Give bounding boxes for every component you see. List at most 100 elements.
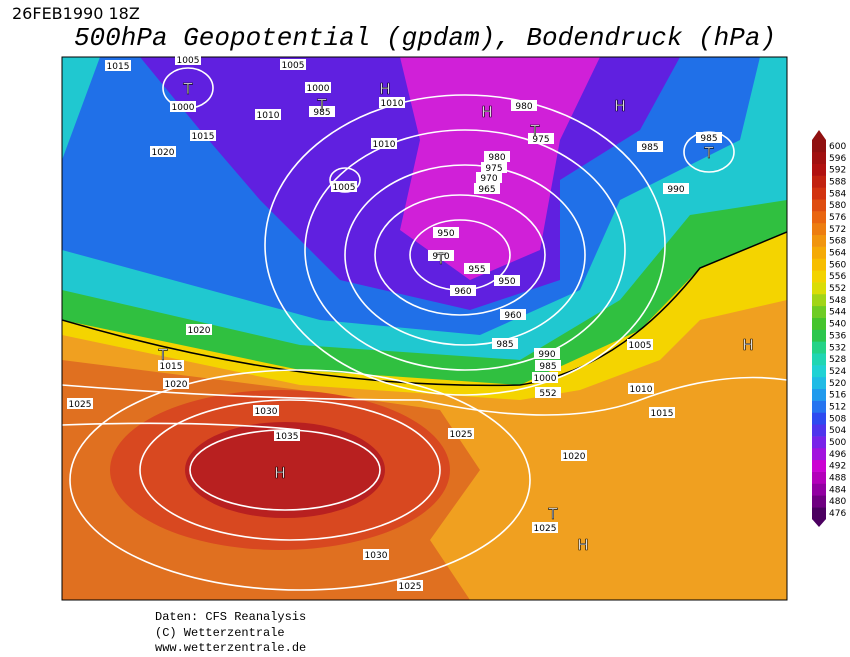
pressure-label: 1020 [165,380,188,390]
legend-swatch [812,329,826,342]
legend-label: 516 [829,391,846,401]
pressure-label: 1000 [534,374,557,384]
label-box [428,250,454,261]
pressure-label: 1035 [276,432,299,442]
pressure-center: H [481,103,492,121]
legend-swatch [812,507,826,520]
pressure-label: 975 [532,135,549,145]
pressure-label: 1005 [282,61,305,71]
legend-swatch [812,305,826,318]
legend-label: 544 [829,308,846,318]
label-box [464,263,490,274]
label-box [532,522,558,533]
legend-swatch [812,222,826,236]
legend-label: 532 [829,343,846,353]
label-box [105,60,131,71]
legend-label: 504 [829,426,846,436]
pressure-label: 950 [437,229,454,239]
pressure-label: 955 [468,265,485,275]
legend-label: 540 [829,320,846,330]
legend-label: 588 [829,177,846,187]
footer-line: (C) Wetterzentrale [155,626,285,640]
legend-swatch [812,317,826,330]
pressure-center: T [703,144,714,162]
pressure-center: T [316,96,327,114]
pressure-label: 1020 [563,452,586,462]
legend-swatch [812,483,826,496]
legend-swatch [812,270,826,283]
high-core [185,422,385,518]
legend-label: 480 [829,497,846,507]
label-box [363,549,389,560]
label-box [253,405,279,416]
pressure-label: 1010 [381,99,404,109]
pressure-center: T [529,122,540,140]
label-box [561,450,587,461]
label-box [535,360,561,371]
legend-arrow-top [812,130,826,140]
pressure-label: 965 [478,185,495,195]
legend-label: 580 [829,201,846,211]
legend-swatch [812,459,826,472]
footer: Daten: CFS Reanalysis (C) Wetterzentrale… [155,610,306,655]
legend-label: 500 [829,438,846,448]
label-box [476,172,502,183]
label-box [175,54,201,65]
label-box [371,138,397,149]
label-box [450,285,476,296]
pressure-center: H [379,80,390,98]
legend-label: 596 [829,154,846,164]
legend-swatch [812,199,826,212]
pressure-label: 1020 [152,148,175,158]
label-box [309,106,335,117]
legend-swatch [812,246,826,259]
pressure-label: 980 [488,153,505,163]
legend-label: 528 [829,355,846,365]
label-box [474,183,500,194]
pressure-label: 985 [313,108,330,118]
isobars [62,67,787,591]
legend-label: 524 [829,367,846,377]
legend-swatch [812,151,826,164]
pressure-label: 1030 [255,407,278,417]
label-box [696,132,722,143]
label-box [649,407,675,418]
legend-label: 520 [829,379,846,389]
label-box [511,100,537,111]
pressure-center: H [274,464,285,482]
legend-label: 492 [829,462,846,472]
legend-label: 568 [829,237,846,247]
legend-label: 496 [829,450,846,460]
pressure-label: 985 [539,362,556,372]
label-box [492,338,518,349]
pressure-label: 970 [480,174,497,184]
footer-line: Daten: CFS Reanalysis [155,610,306,624]
label-box [379,97,405,108]
date: 26FEB1990 18Z [12,4,140,23]
legend-swatch [812,258,826,271]
map [62,57,787,600]
pressure-label: 990 [538,350,555,360]
pressure-label: 1025 [399,582,422,592]
legend-swatch [812,163,826,176]
label-box [150,146,176,157]
pressure-center: T [182,80,193,98]
label-box [628,383,654,394]
legend-label: 576 [829,213,846,223]
legend-swatch [812,353,826,366]
label-box [535,387,561,398]
legend-label: 536 [829,331,846,341]
pressure-label: 1015 [160,362,183,372]
pressure-label: 1025 [69,400,92,410]
legend-swatch [812,341,826,354]
pressure-label: 980 [515,102,532,112]
pressure-center: T [435,250,446,268]
pressure-label: 1005 [177,56,200,66]
label-box [186,324,212,335]
legend-label: 484 [829,485,846,495]
legend-label: 600 [829,142,846,152]
label-box [500,309,526,320]
pressure-label: 1025 [534,524,557,534]
legend-swatch [812,495,826,508]
